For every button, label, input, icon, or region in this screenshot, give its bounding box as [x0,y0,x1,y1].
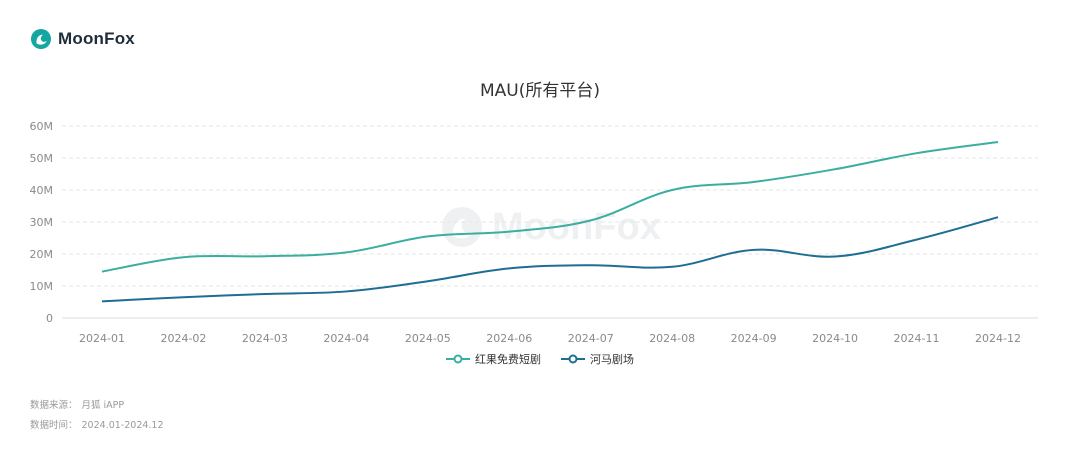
brand-name: MoonFox [58,29,135,48]
data-source-label: 数据来源： [30,400,78,411]
legend-swatch-series-0 [446,354,470,364]
data-time-note: 数据时间： 2024.01-2024.12 [30,417,164,431]
legend-swatch-series-1 [561,354,585,364]
data-point-series-1 [100,299,105,304]
y-tick-label: 40M [30,184,54,197]
data-point-series-0 [833,167,838,172]
y-tick-label: 50M [30,152,54,165]
x-tick-label: 2024-11 [894,332,940,345]
x-tick-label: 2024-07 [568,332,614,345]
data-point-series-0 [507,229,512,234]
data-point-series-0 [181,255,186,260]
x-tick-label: 2024-03 [242,332,288,345]
x-tick-label: 2024-06 [486,332,532,345]
data-point-series-1 [425,279,430,284]
data-point-series-0 [670,188,675,193]
y-tick-label: 10M [30,280,54,293]
x-tick-label: 2024-10 [812,332,858,345]
data-time-label: 数据时间： [30,420,78,431]
data-point-series-0 [100,269,105,274]
data-point-series-1 [507,266,512,271]
chart-title: MAU(所有平台) [479,81,600,101]
data-point-series-1 [996,215,1001,220]
data-point-series-1 [262,292,267,297]
legend-label-series-1: 河马剧场 [590,353,634,366]
x-tick-label: 2024-01 [79,332,125,345]
y-tick-label: 20M [30,248,54,261]
data-point-series-1 [181,295,186,300]
y-tick-label: 30M [30,216,54,229]
series-line-0 [101,141,999,273]
y-tick-label: 60M [30,120,54,133]
data-source-value: 月狐 iAPP [81,400,125,411]
data-point-series-1 [344,289,349,294]
legend-item-series-1[interactable]: 河马剧场 [561,351,634,367]
moonfox-logo: MoonFox [30,28,135,50]
x-tick-label: 2024-09 [731,332,777,345]
data-point-series-1 [670,264,675,269]
data-point-series-0 [996,140,1001,145]
data-point-series-1 [833,254,838,259]
x-tick-label: 2024-12 [975,332,1021,345]
series-line-1 [101,216,999,303]
y-tick-label: 0 [46,312,53,325]
data-point-series-0 [914,151,919,156]
data-point-series-0 [344,250,349,255]
data-point-series-0 [751,180,756,185]
data-point-series-0 [262,254,267,259]
legend-item-series-0[interactable]: 红果免费短剧 [446,351,541,367]
x-tick-label: 2024-05 [405,332,451,345]
data-point-series-0 [425,234,430,239]
data-point-series-1 [751,247,756,252]
data-time-value: 2024.01-2024.12 [81,420,164,431]
data-point-series-0 [588,218,593,223]
chart-legend: 红果免费短剧 河马剧场 [0,351,1080,367]
x-tick-label: 2024-08 [649,332,695,345]
data-source-note: 数据来源： 月狐 iAPP [30,397,124,411]
x-tick-label: 2024-04 [323,332,369,345]
moonfox-logo-icon [31,29,51,49]
data-point-series-1 [914,237,919,242]
x-tick-label: 2024-02 [160,332,206,345]
legend-label-series-0: 红果免费短剧 [475,353,541,366]
data-point-series-1 [588,263,593,268]
